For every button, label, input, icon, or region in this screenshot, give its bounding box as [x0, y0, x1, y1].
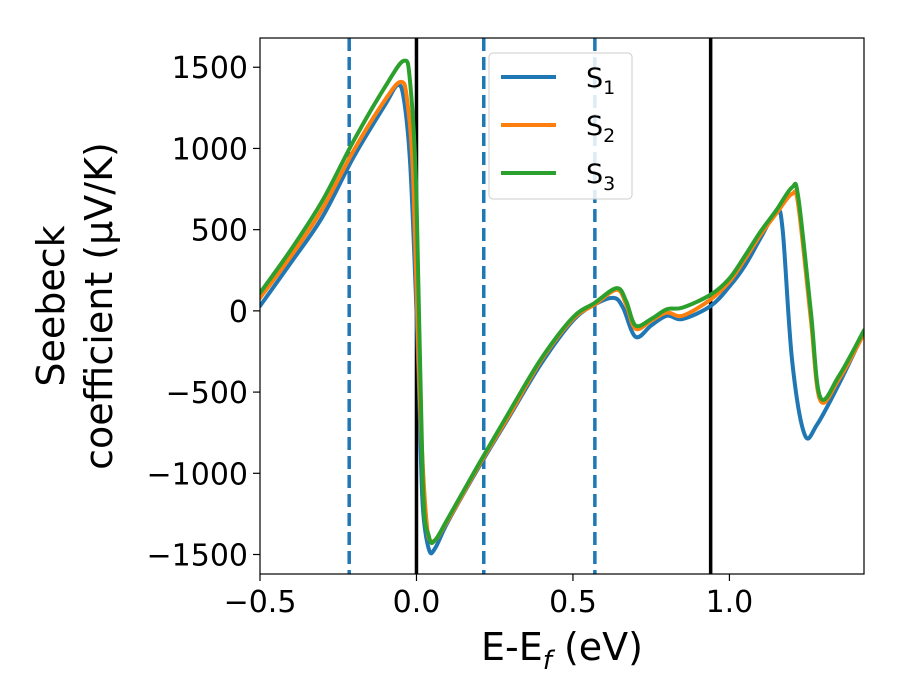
y-axis-ticks: 1500 1000 500 0 −500 −1000 −1500 [147, 51, 260, 574]
x-tick-label: 0.0 [393, 585, 441, 620]
y-tick-label: −1500 [147, 539, 248, 574]
legend-label-s1-sub: 1 [603, 77, 615, 99]
y-tick-label: 1000 [172, 132, 248, 167]
x-tick-label: 0.5 [549, 585, 597, 620]
legend: S1 S2 S3 [488, 52, 633, 200]
legend-label-s2-sub: 2 [603, 125, 615, 147]
legend-label-s2: S2 [586, 111, 615, 147]
x-axis-label: E-Ef (eV) [481, 625, 643, 676]
plot-frame [259, 37, 865, 575]
legend-label-s3-sub: 3 [603, 173, 615, 195]
legend-label-s2-main: S [586, 111, 603, 142]
x-axis-label-main: E-E [481, 625, 543, 669]
y-tick-label: −500 [166, 376, 248, 411]
x-axis-ticks: −0.5 0.0 0.5 1.0 [224, 574, 754, 620]
y-tick-label: 0 [229, 295, 248, 330]
y-tick-label: 1500 [172, 51, 248, 86]
legend-label-s3: S3 [586, 159, 615, 195]
legend-box [488, 52, 633, 200]
y-axis-label: Seebeck coefficient (μV/K) [29, 142, 121, 470]
series-line-s3 [260, 58, 864, 546]
x-tick-label: −0.5 [224, 585, 297, 620]
legend-label-s1-main: S [586, 63, 603, 94]
y-tick-label: 500 [191, 214, 248, 249]
legend-label-s1: S1 [586, 63, 615, 99]
y-tick-label: −1000 [147, 457, 248, 492]
x-tick-label: 1.0 [706, 585, 754, 620]
x-axis-label-unit: (eV) [552, 625, 643, 669]
legend-label-s3-main: S [586, 159, 603, 190]
y-axis-label-line1: Seebeck [29, 225, 73, 386]
y-axis-label-line2: coefficient (μV/K) [77, 142, 121, 470]
series-lines [260, 58, 864, 556]
